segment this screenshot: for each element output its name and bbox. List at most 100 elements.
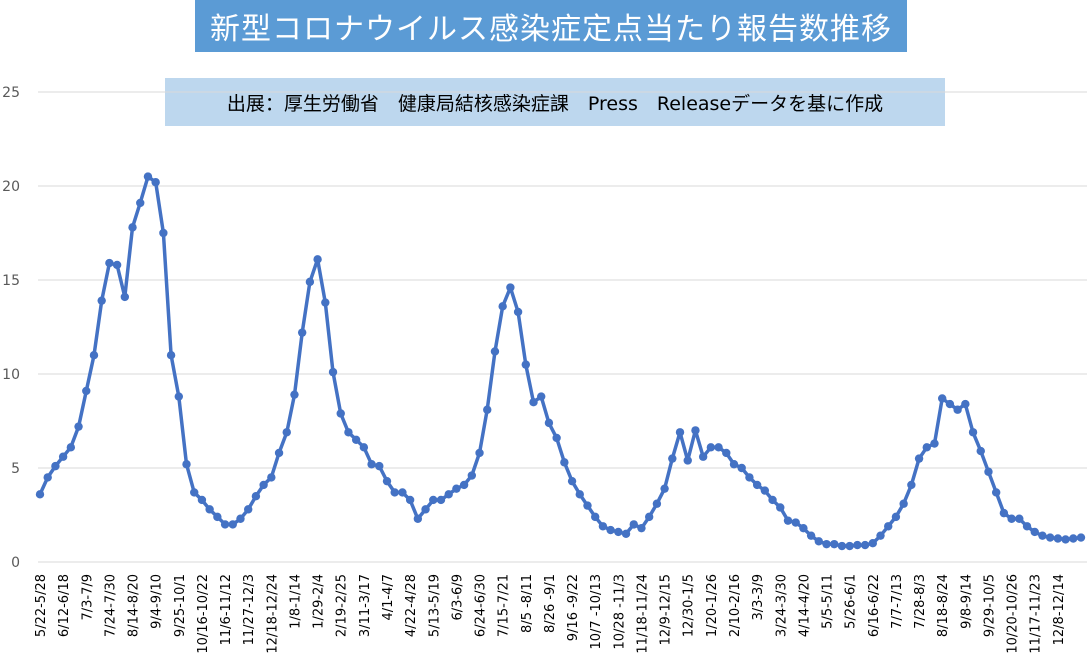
data-point <box>58 452 68 461</box>
data-point <box>359 443 369 452</box>
data-point <box>752 480 762 490</box>
data-point <box>35 490 45 499</box>
data-point <box>166 351 176 360</box>
data-point <box>390 488 399 497</box>
data-point <box>1069 534 1078 543</box>
data-point <box>614 527 623 537</box>
data-point <box>143 172 153 181</box>
data-point <box>436 495 446 505</box>
x-tick-label: 9/16 -9/22 <box>566 574 581 641</box>
data-point <box>305 277 315 287</box>
data-point <box>907 480 916 490</box>
data-point <box>444 490 453 499</box>
data-point <box>112 260 122 270</box>
data-point <box>490 347 500 356</box>
data-point <box>884 522 893 531</box>
data-point <box>868 539 877 548</box>
data-point <box>321 298 330 307</box>
data-point <box>953 405 962 414</box>
x-tick-label: 10/7 -10/13 <box>589 574 604 649</box>
data-point <box>421 505 430 514</box>
data-point <box>413 514 423 523</box>
data-point <box>799 523 808 533</box>
data-point <box>606 525 615 535</box>
data-point <box>498 302 507 311</box>
data-point <box>244 505 253 514</box>
data-point <box>806 531 816 540</box>
data-point <box>706 443 716 452</box>
data-point <box>1015 514 1024 523</box>
data-point <box>82 386 91 396</box>
data-point <box>722 448 731 458</box>
data-point <box>282 428 291 437</box>
data-point <box>683 456 692 465</box>
x-tick-label: 5/13-5/19 <box>427 574 442 637</box>
data-point <box>405 495 415 505</box>
data-point <box>136 198 145 208</box>
x-tick-label: 10/16-10/22 <box>196 574 211 654</box>
x-tick-label: 11/6-11/12 <box>219 574 234 645</box>
data-point <box>1053 534 1063 543</box>
data-point <box>344 428 353 437</box>
x-tick-label: 12/18-12/24 <box>265 574 280 654</box>
y-tick-label: 25 <box>2 85 20 101</box>
data-point <box>999 508 1009 518</box>
data-point <box>1038 531 1047 540</box>
x-tick-label: 3/3-3/9 <box>751 574 766 621</box>
data-point <box>537 392 546 401</box>
x-tick-label: 5/5-5/11 <box>821 574 836 629</box>
data-point <box>74 422 83 431</box>
data-point <box>382 476 392 486</box>
x-tick-label: 1/8-1/14 <box>288 574 303 629</box>
data-point <box>860 540 870 550</box>
x-tick-label: 8/18-8/24 <box>936 574 951 637</box>
data-point <box>984 467 993 476</box>
data-point <box>945 399 955 409</box>
data-point <box>290 390 299 399</box>
x-tick-label: 4/22-4/28 <box>404 574 419 637</box>
data-point <box>1061 535 1070 544</box>
data-point <box>544 418 554 428</box>
data-point <box>51 461 60 471</box>
data-point <box>729 460 739 469</box>
data-point <box>930 439 939 448</box>
data-point <box>151 178 160 187</box>
x-tick-label: 6/12-6/18 <box>57 574 72 637</box>
data-point <box>236 514 245 523</box>
data-point <box>776 503 785 512</box>
x-tick-label: 4/1-4/7 <box>381 574 396 621</box>
data-point <box>822 539 831 549</box>
x-tick-label: 11/17-11/23 <box>1029 574 1044 654</box>
x-tick-label: 2/10-2/16 <box>728 574 743 637</box>
data-point <box>475 448 484 458</box>
chart-title: 新型コロナウイルス感染症定点当たり報告数推移 <box>195 0 907 52</box>
data-point <box>274 448 284 458</box>
data-point <box>89 351 99 360</box>
data-point <box>259 480 268 490</box>
data-point <box>483 405 492 414</box>
data-point <box>128 223 137 232</box>
data-point <box>853 540 862 550</box>
data-point <box>429 495 438 505</box>
data-point <box>621 529 631 538</box>
data-point <box>529 398 538 407</box>
x-tick-label: 12/30-1/5 <box>682 574 697 637</box>
x-tick-label: 8/14-8/20 <box>127 574 142 637</box>
data-point <box>961 399 970 409</box>
x-tick-label: 2/19-2/25 <box>335 574 350 637</box>
x-tick-label: 9/29-10/5 <box>982 574 997 637</box>
x-tick-label: 3/11-3/17 <box>358 574 373 637</box>
data-point <box>976 446 985 456</box>
data-point <box>220 520 230 529</box>
x-tick-label: 9/4-9/10 <box>150 574 165 629</box>
data-point <box>560 458 569 467</box>
data-point <box>652 499 662 508</box>
data-point <box>691 426 700 435</box>
data-point <box>228 520 237 529</box>
data-point <box>899 499 908 508</box>
x-tick-label: 6/24-6/30 <box>474 574 489 637</box>
data-point <box>760 486 770 495</box>
x-tick-label: 5/26-6/1 <box>844 574 859 629</box>
data-point <box>120 292 130 302</box>
